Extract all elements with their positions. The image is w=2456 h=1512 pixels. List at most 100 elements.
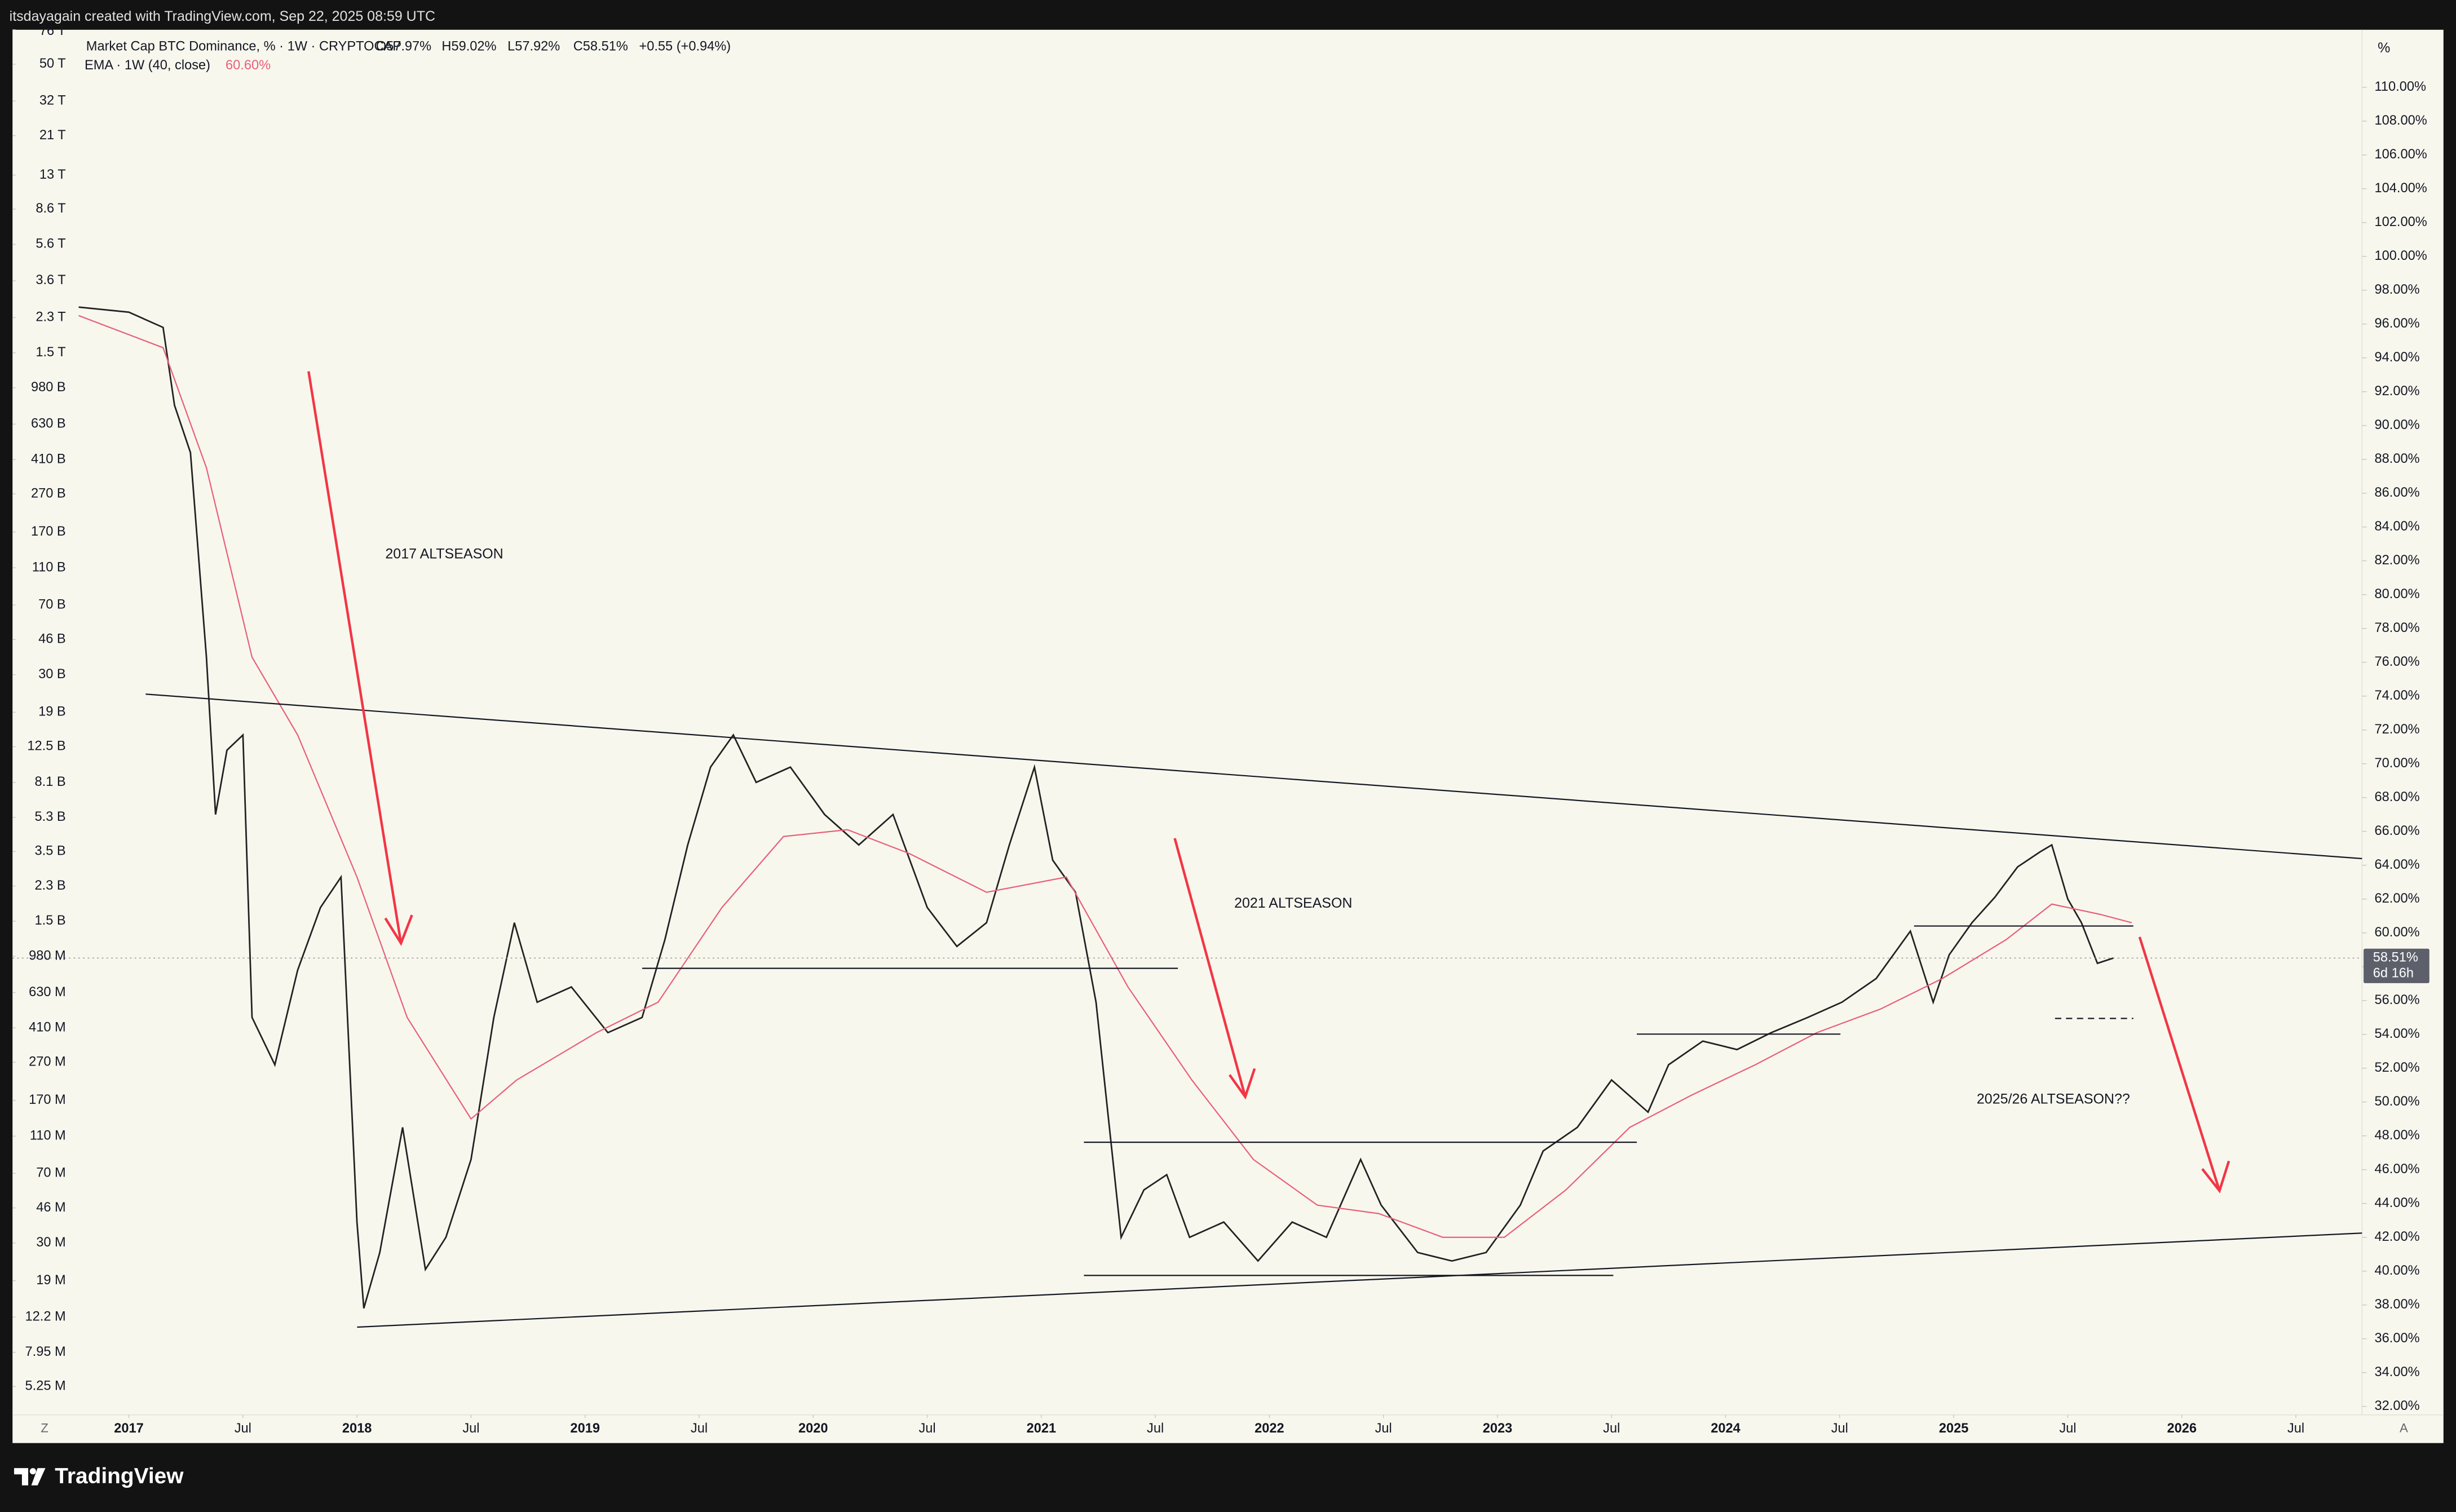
y2-tick-label: 2.3 B <box>35 878 66 893</box>
x-tick-label: Jul <box>2059 1421 2076 1436</box>
chart-pane <box>12 29 2444 1443</box>
y-tick-label: 72.00% <box>2375 722 2420 737</box>
y-tick-label: 68.00% <box>2375 790 2420 804</box>
y-tick-label: 82.00% <box>2375 553 2420 568</box>
y-tick-label: 34.00% <box>2375 1365 2420 1380</box>
price-tag-countdown: 6d 16h <box>2373 966 2414 980</box>
corner-label: A <box>2400 1421 2408 1435</box>
y2-tick-label: 12.2 M <box>25 1310 66 1324</box>
y2-tick-label: 8.6 T <box>36 201 65 216</box>
x-tick-label: 2017 <box>114 1421 144 1436</box>
y-tick-label: 56.00% <box>2375 993 2420 1007</box>
y-tick-label: 88.00% <box>2375 452 2420 466</box>
y-tick-label: 60.00% <box>2375 925 2420 940</box>
y2-tick-label: 76 T <box>39 24 66 38</box>
price-tag <box>2364 948 2430 983</box>
annotation: 2025/26 ALTSEASON?? <box>1977 1091 2130 1107</box>
legend: Market Cap BTC Dominance, % · 1W · CRYPT… <box>85 39 731 73</box>
annotation: 2021 ALTSEASON <box>1234 895 1352 911</box>
y2-tick-label: 3.6 T <box>36 273 65 288</box>
ohlc-value: O57.97% <box>376 39 431 54</box>
x-tick-label: Jul <box>691 1421 708 1436</box>
y-tick-label: 36.00% <box>2375 1331 2420 1346</box>
series-line <box>78 306 2114 1309</box>
ohlc-value: C58.51% <box>573 39 628 54</box>
y2-tick-label: 8.1 B <box>35 775 66 789</box>
axis-unit: % <box>2378 40 2390 56</box>
y-tick-label: 100.00% <box>2375 249 2427 263</box>
annotation: 2017 ALTSEASON <box>385 546 503 562</box>
series-line <box>78 315 2132 1238</box>
y-tick-label: 106.00% <box>2375 147 2427 162</box>
x-tick-label: 2025 <box>1939 1421 1969 1436</box>
y2-tick-label: 1.5 B <box>35 913 66 928</box>
y2-tick-label: 110 M <box>30 1129 66 1143</box>
y-tick-label: 92.00% <box>2375 384 2420 399</box>
y2-tick-label: 46 B <box>38 632 66 647</box>
x-tick-label: Jul <box>1603 1421 1620 1436</box>
credit: itsdayagain created with TradingView.com… <box>10 8 435 24</box>
y2-tick-label: 30 M <box>36 1235 65 1250</box>
y2-tick-label: 12.5 B <box>27 739 65 754</box>
x-tick-label: 2019 <box>570 1421 600 1436</box>
logo-text: TradingView <box>55 1464 184 1488</box>
y2-tick-label: 110 B <box>32 560 66 574</box>
y-tick-label: 64.00% <box>2375 857 2420 872</box>
x-tick-label: 2021 <box>1027 1421 1057 1436</box>
price-tag-value: 58.51% <box>2373 950 2418 965</box>
logo-dot <box>29 1468 36 1475</box>
y2-tick-label: 5.25 M <box>25 1379 66 1394</box>
plot <box>12 306 2362 1309</box>
y-tick-label: 42.00% <box>2375 1230 2420 1244</box>
x-tick-label: 2020 <box>798 1421 828 1436</box>
y2-tick-label: 13 T <box>39 167 66 182</box>
series-name: Market Cap BTC Dominance, % · 1W · CRYPT… <box>86 39 401 54</box>
y-tick-label: 70.00% <box>2375 756 2420 771</box>
ohlc-value: L57.92% <box>507 39 560 54</box>
trendline <box>145 693 2362 860</box>
y2-tick-label: 630 M <box>29 985 66 1000</box>
y-tick-label: 48.00% <box>2375 1128 2420 1143</box>
y2-tick-label: 70 M <box>36 1166 65 1181</box>
ema-value: 60.60% <box>226 58 271 73</box>
y-tick-label: 104.00% <box>2375 181 2427 196</box>
y2-tick-label: 980 B <box>31 380 66 395</box>
y2-tick-label: 19 M <box>36 1273 65 1288</box>
y2-tick-label: 410 M <box>29 1020 66 1035</box>
y-tick-label: 90.00% <box>2375 418 2420 432</box>
y-tick-label: 86.00% <box>2375 485 2420 500</box>
y2-tick-label: 50 T <box>39 56 66 71</box>
y-tick-label: 80.00% <box>2375 587 2420 602</box>
y-tick-label: 78.00% <box>2375 621 2420 635</box>
y2-tick-label: 5.3 B <box>35 810 66 824</box>
x-tick-label: Jul <box>1375 1421 1392 1436</box>
y2-tick-label: 1.5 T <box>36 345 65 360</box>
y2-tick-label: 30 B <box>38 667 66 682</box>
drawings: 2017 ALTSEASON 2021 ALTSEASON 2025/26 AL… <box>145 371 2362 1328</box>
y-tick-label: 108.00% <box>2375 113 2427 128</box>
y-tick-label: 76.00% <box>2375 655 2420 669</box>
y-tick-label: 102.00% <box>2375 215 2427 229</box>
y-tick-label: 54.00% <box>2375 1027 2420 1041</box>
y-tick-label: 50.00% <box>2375 1094 2420 1109</box>
y-tick-label: 110.00% <box>2375 79 2426 94</box>
y2-tick-label: 630 B <box>31 417 66 431</box>
y2-tick-label: 410 B <box>31 452 66 466</box>
y-tick-label: 98.00% <box>2375 282 2420 297</box>
y2-tick-label: 270 B <box>31 486 66 501</box>
y-tick-label: 66.00% <box>2375 824 2420 838</box>
y-tick-label: 84.00% <box>2375 519 2420 534</box>
y-tick-label: 46.00% <box>2375 1162 2420 1177</box>
y-tick-label: 40.00% <box>2375 1263 2420 1278</box>
trendline <box>357 1232 2362 1328</box>
y2-tick-label: 170 M <box>29 1093 66 1107</box>
x-tick-label: Jul <box>2287 1421 2304 1436</box>
x-tick-label: 2022 <box>1254 1421 1284 1436</box>
y2-tick-label: 5.6 T <box>36 237 65 251</box>
y-tick-label: 44.00% <box>2375 1196 2420 1210</box>
y-tick-label: 74.00% <box>2375 688 2420 703</box>
y2-tick-label: 170 B <box>31 524 66 539</box>
ohlc: O57.97% H59.02% L57.92% C58.51% +0.55 (+0.94… <box>376 39 731 54</box>
y2-tick-label: 270 M <box>29 1055 66 1069</box>
